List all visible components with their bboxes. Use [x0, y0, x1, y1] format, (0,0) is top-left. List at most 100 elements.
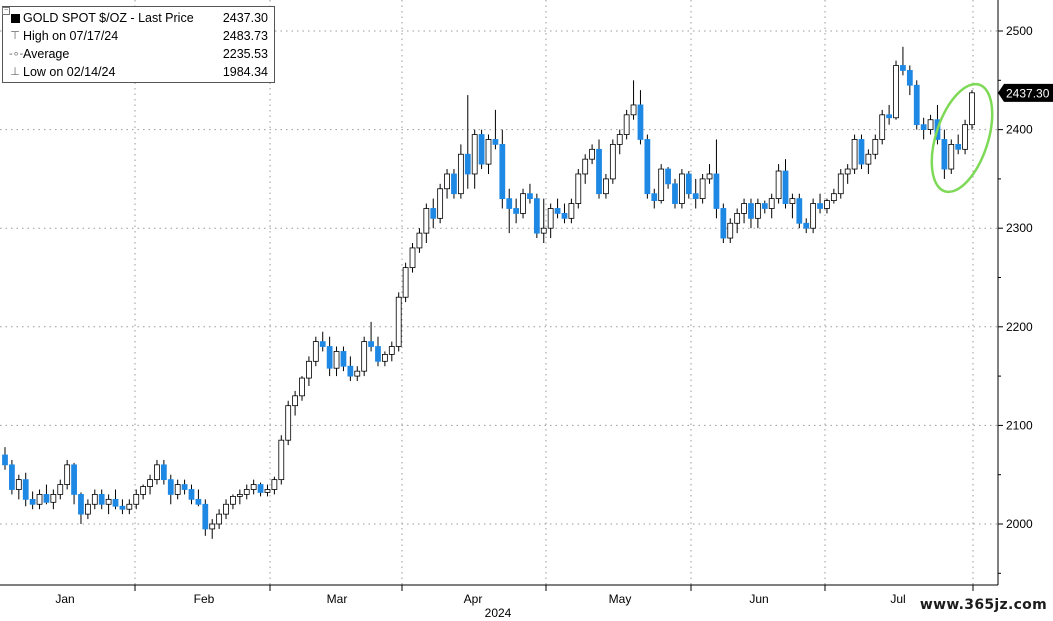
- candle-down: [160, 464, 167, 481]
- candle-down: [920, 124, 927, 130]
- candle-up: [679, 173, 685, 204]
- y-tick-label: 2500: [1006, 24, 1033, 38]
- candle-down: [2, 454, 8, 466]
- candle-down: [644, 139, 651, 195]
- legend-label-last-price: GOLD SPOT $/OZ - Last Price: [23, 11, 194, 25]
- candle-down: [119, 505, 126, 510]
- candle-up: [312, 341, 319, 362]
- legend-label-low: Low on 02/14/24: [23, 65, 116, 79]
- candle-down: [78, 494, 84, 515]
- legend-label-average: Average: [23, 47, 70, 61]
- candle-up: [444, 173, 450, 190]
- candle-down: [858, 139, 865, 165]
- candle-up: [285, 405, 292, 441]
- x-year-label: 2024: [485, 606, 512, 620]
- candle-up: [658, 168, 665, 201]
- candle-down: [202, 503, 209, 530]
- candle-up: [91, 494, 98, 505]
- candle-up: [264, 489, 271, 493]
- candle-down: [9, 464, 15, 490]
- candle-up: [388, 346, 395, 355]
- candle-down: [713, 173, 720, 209]
- candle-up: [126, 503, 133, 510]
- candle-up: [927, 119, 934, 130]
- candle-up: [830, 193, 837, 201]
- candle-down: [430, 208, 437, 219]
- candle-up: [824, 200, 830, 209]
- candle-up: [810, 203, 817, 229]
- candle-up: [485, 139, 492, 165]
- candle-up: [754, 203, 761, 219]
- candle-up: [969, 92, 975, 126]
- candle-down: [554, 208, 561, 214]
- candle-up: [589, 148, 595, 160]
- candle-down: [29, 498, 36, 505]
- x-month-label: Apr: [464, 592, 483, 606]
- candle-up: [768, 198, 775, 209]
- candle-down: [533, 198, 540, 234]
- average-marker-icon: -∘-: [9, 48, 24, 60]
- candle-up: [174, 484, 181, 495]
- candle-up: [354, 370, 361, 377]
- legend-collapse-icon[interactable]: −: [2, 7, 10, 15]
- y-tick-label: 2000: [1006, 517, 1033, 531]
- candle-up: [603, 178, 609, 195]
- candle-up: [741, 203, 747, 214]
- x-month-label: May: [609, 592, 632, 606]
- candle-up: [844, 168, 851, 175]
- candle-up: [616, 134, 623, 145]
- candle-down: [596, 148, 602, 195]
- candle-up: [133, 494, 140, 505]
- candle-up: [306, 360, 312, 379]
- candle-up: [609, 143, 616, 180]
- candle-down: [464, 153, 471, 175]
- candle-down: [561, 213, 568, 219]
- candle-down: [340, 351, 347, 367]
- legend-row-high: ⊤ High on 07/17/24 2483.73: [3, 27, 274, 45]
- candle-up: [437, 188, 444, 219]
- candle-down: [43, 494, 50, 503]
- candle-down: [665, 168, 671, 185]
- candle-up: [299, 377, 305, 397]
- candle-up: [154, 464, 160, 481]
- candle-down: [886, 114, 893, 119]
- candle-up: [140, 486, 147, 495]
- candle-up: [382, 354, 388, 362]
- candle-up: [409, 247, 416, 269]
- legend-value-average: 2235.53: [222, 47, 268, 61]
- candle-down: [451, 173, 457, 195]
- candle-down: [22, 479, 29, 500]
- candle-down: [672, 183, 678, 204]
- candle-up: [423, 208, 430, 234]
- candle-up: [948, 143, 955, 170]
- candle-up: [775, 170, 782, 200]
- candle-up: [789, 198, 796, 204]
- high-marker-icon: ⊤: [10, 30, 20, 42]
- candle-up: [568, 203, 575, 219]
- candle-down: [478, 134, 485, 165]
- low-marker-icon: ⊥: [10, 66, 20, 78]
- candle-up: [333, 351, 340, 369]
- candle-up: [271, 479, 278, 490]
- candle-up: [147, 479, 153, 487]
- y-tick-label: 2300: [1006, 221, 1033, 235]
- candle-down: [782, 170, 789, 204]
- candle-up: [837, 173, 844, 195]
- candle-up: [292, 395, 298, 407]
- candle-down: [71, 464, 77, 495]
- candle-up: [865, 153, 872, 165]
- candle-down: [112, 498, 119, 507]
- candle-up: [64, 464, 71, 485]
- candle-down: [720, 208, 727, 239]
- candle-down: [955, 143, 962, 150]
- candle-down: [941, 139, 948, 170]
- candle-up: [216, 513, 223, 525]
- candle-down: [748, 203, 754, 219]
- candle-down: [803, 222, 810, 229]
- candle-up: [547, 208, 554, 229]
- candle-up: [15, 479, 22, 490]
- candle-up: [872, 139, 879, 155]
- candle-down: [98, 494, 105, 505]
- candle-up: [851, 139, 858, 170]
